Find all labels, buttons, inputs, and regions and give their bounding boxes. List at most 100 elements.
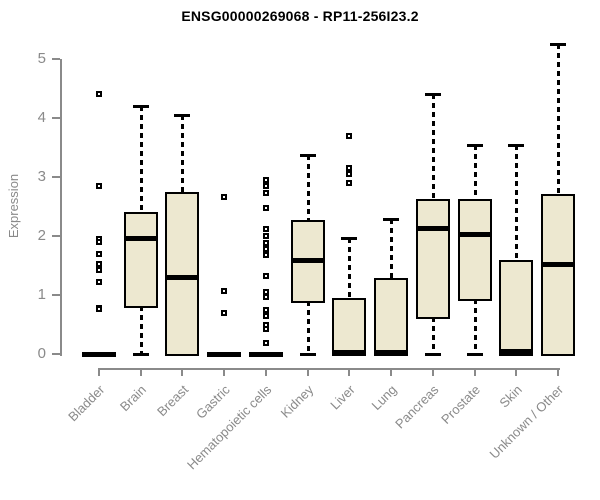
whisker-cap	[508, 143, 525, 147]
outlier-point	[346, 165, 353, 172]
x-tick	[306, 368, 309, 376]
y-axis-label: Expression	[6, 173, 21, 239]
x-tick	[181, 368, 184, 376]
y-tick	[52, 176, 60, 178]
x-tick	[98, 368, 100, 376]
outlier-point	[262, 182, 269, 189]
y-tick-label: 1	[37, 286, 46, 303]
outlier-point	[221, 194, 228, 201]
outlier-point	[262, 273, 269, 280]
outlier-point	[221, 310, 228, 317]
outlier-point	[96, 91, 102, 98]
boxplot-box	[541, 193, 576, 356]
median-line	[541, 261, 576, 267]
whisker-cap	[550, 43, 567, 47]
outlier-point	[262, 189, 269, 196]
x-tick	[264, 368, 267, 376]
boxplot-box	[499, 259, 534, 356]
x-tick-label: Lung	[368, 382, 400, 414]
whisker-cap	[424, 353, 441, 356]
whisker-cap	[174, 114, 191, 118]
boxplot-box	[415, 198, 450, 319]
median-line	[248, 351, 283, 357]
upper-whisker	[139, 106, 143, 214]
upper-whisker	[431, 94, 435, 201]
x-tick-label: Kidney	[277, 382, 317, 421]
median-line	[290, 258, 325, 264]
outlier-point	[262, 240, 269, 247]
median-line	[123, 236, 158, 242]
outlier-point	[96, 238, 102, 245]
outlier-point	[96, 250, 102, 257]
y-tick	[52, 58, 60, 60]
outlier-point	[346, 179, 353, 186]
median-line	[415, 225, 450, 231]
chart-title: ENSG00000269068 - RP11-256I23.2	[181, 8, 419, 24]
whisker-cap	[383, 218, 400, 222]
y-tick-label: 2	[37, 227, 46, 244]
boxplot-box	[123, 211, 158, 308]
median-line	[82, 351, 116, 357]
outlier-point	[96, 267, 102, 274]
x-tick-label: Liver	[327, 382, 358, 413]
whisker-cap	[466, 353, 483, 356]
x-tick-label: Gastric	[193, 382, 233, 422]
y-tick	[52, 235, 60, 237]
outlier-point	[96, 306, 102, 313]
upper-whisker	[557, 44, 561, 196]
boxplot-box	[165, 191, 200, 356]
whisker-cap	[341, 236, 358, 240]
boxplot-box	[332, 297, 367, 356]
x-tick-label: Brain	[117, 382, 150, 415]
lower-whisker	[431, 316, 435, 354]
median-line	[374, 349, 409, 355]
outlier-point	[221, 287, 228, 294]
whisker-cap	[132, 353, 149, 356]
outlier-point	[262, 176, 269, 183]
whisker-cap	[466, 143, 483, 147]
y-tick	[52, 353, 60, 355]
whisker-cap	[299, 154, 316, 158]
x-tick-label: Skin	[496, 382, 525, 411]
outlier-point	[262, 293, 269, 300]
lower-whisker	[306, 300, 310, 354]
outlier-point	[262, 205, 269, 212]
median-line	[499, 349, 534, 355]
x-tick	[473, 368, 476, 376]
x-tick-label: Pancreas	[392, 382, 442, 432]
upper-whisker	[348, 237, 352, 300]
boxplot-box	[457, 198, 492, 302]
x-tick	[557, 368, 560, 376]
y-tick-label: 5	[37, 50, 46, 67]
y-tick	[52, 294, 60, 296]
y-tick-label: 3	[37, 168, 46, 185]
x-tick-label: Prostate	[438, 382, 484, 427]
y-tick-label: 4	[37, 109, 46, 126]
outlier-point	[96, 260, 102, 267]
outlier-point	[346, 171, 353, 178]
median-line	[165, 274, 200, 280]
x-tick	[223, 368, 226, 376]
x-tick-label: Unknown / Other	[487, 382, 567, 462]
outlier-point	[262, 251, 269, 258]
x-axis-line	[99, 368, 561, 370]
median-line	[332, 349, 367, 355]
y-tick-label: 0	[37, 345, 46, 362]
upper-whisker	[473, 144, 477, 201]
upper-whisker	[306, 155, 310, 222]
whisker-cap	[299, 353, 316, 356]
lower-whisker	[139, 305, 143, 354]
outlier-point	[262, 326, 269, 333]
outlier-point	[262, 233, 269, 239]
outlier-point	[262, 306, 269, 313]
outlier-point	[262, 245, 269, 252]
whisker-cap	[424, 93, 441, 97]
lower-whisker	[473, 299, 477, 354]
y-axis-line	[60, 59, 62, 356]
outlier-point	[96, 279, 102, 286]
outlier-point	[262, 225, 269, 232]
outlier-point	[96, 182, 102, 189]
x-tick-label: Breast	[153, 382, 192, 420]
median-line	[457, 231, 492, 237]
